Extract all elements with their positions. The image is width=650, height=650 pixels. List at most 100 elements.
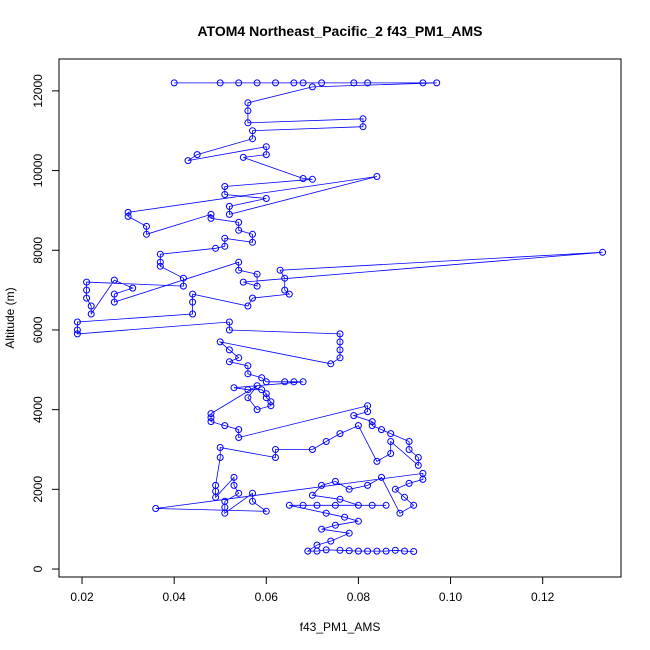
data-point [387, 438, 395, 445]
data-point [364, 481, 372, 489]
data-point [299, 175, 307, 182]
data-point [225, 358, 233, 366]
data-point [239, 278, 247, 286]
x-axis-label: f43_PM1_AMS [300, 620, 381, 634]
data-point [285, 501, 293, 509]
data-point [341, 513, 349, 521]
data-point [401, 547, 408, 555]
data-point [405, 438, 413, 445]
x-tick-label: 0.12 [531, 590, 555, 604]
x-axis: 0.02 0.04 0.06 0.08 0.10 0.12 [70, 576, 555, 604]
data-point [308, 175, 316, 183]
data-point [258, 386, 266, 394]
x-tick-label: 0.02 [70, 590, 94, 604]
data-point [327, 360, 335, 368]
data-point [290, 79, 298, 87]
data-point [410, 501, 418, 509]
data-point [124, 208, 132, 216]
series-line [77, 82, 603, 552]
data-point [419, 475, 427, 483]
data-point [207, 214, 215, 222]
data-point [322, 438, 330, 445]
data-point [433, 79, 441, 87]
data-point [230, 473, 238, 481]
data-point [272, 454, 279, 461]
data-point [235, 354, 243, 362]
data-point [249, 489, 256, 497]
data-point [235, 434, 243, 441]
data-point [235, 258, 243, 266]
data-point [364, 408, 372, 416]
y-tick-label: 12000 [31, 74, 45, 108]
data-point [354, 517, 362, 525]
data-point [318, 79, 326, 87]
data-point [336, 430, 344, 438]
data-point [189, 298, 197, 306]
data-point [212, 493, 220, 501]
data-point [156, 258, 164, 266]
data-point [179, 282, 187, 290]
data-point [599, 248, 607, 256]
data-point [267, 398, 275, 406]
data-point [249, 238, 256, 246]
data-point [308, 446, 316, 453]
data-point [221, 234, 229, 242]
data-point [391, 546, 399, 554]
data-point [373, 173, 381, 180]
data-point [354, 501, 362, 509]
data-point [318, 481, 326, 489]
x-tick-label: 0.04 [162, 590, 186, 604]
data-point [244, 99, 252, 107]
data-point [290, 378, 298, 386]
data-point [184, 157, 192, 165]
data-point [249, 127, 256, 135]
data-point [313, 547, 321, 555]
data-point [359, 123, 367, 131]
data-point [285, 290, 293, 298]
data-point [262, 195, 270, 202]
data-point [221, 509, 229, 517]
data-point [336, 546, 344, 554]
data-point [414, 461, 422, 469]
data-point [419, 79, 427, 87]
data-point [368, 422, 376, 430]
data-point [281, 286, 289, 294]
data-point [262, 394, 270, 402]
data-point [225, 202, 233, 210]
series-points [73, 79, 607, 555]
data-point [336, 338, 344, 346]
data-point [207, 418, 215, 426]
data-point [110, 290, 118, 298]
data-point [225, 326, 233, 334]
data-point [189, 310, 197, 318]
data-point [359, 115, 367, 123]
data-point [368, 501, 376, 509]
data-point [244, 107, 252, 115]
data-point [244, 386, 252, 394]
data-point [345, 529, 353, 537]
data-point [331, 501, 339, 509]
data-point [152, 505, 160, 512]
data-point [235, 266, 243, 274]
data-point [253, 382, 261, 390]
data-point [276, 266, 284, 274]
data-point [235, 218, 243, 226]
data-point [281, 274, 289, 282]
y-tick-label: 2000 [31, 476, 45, 503]
data-point [244, 302, 252, 310]
data-point [170, 79, 178, 87]
data-point [73, 330, 81, 338]
data-point [414, 454, 422, 461]
data-point [405, 446, 413, 453]
data-point [354, 422, 362, 430]
data-point [179, 274, 187, 282]
data-point [249, 135, 256, 143]
data-point [331, 477, 339, 485]
series-connecting-line [77, 82, 603, 552]
data-point [262, 143, 270, 151]
data-point [364, 79, 372, 87]
data-point [249, 230, 256, 238]
data-point [405, 479, 413, 487]
data-point [249, 294, 256, 302]
